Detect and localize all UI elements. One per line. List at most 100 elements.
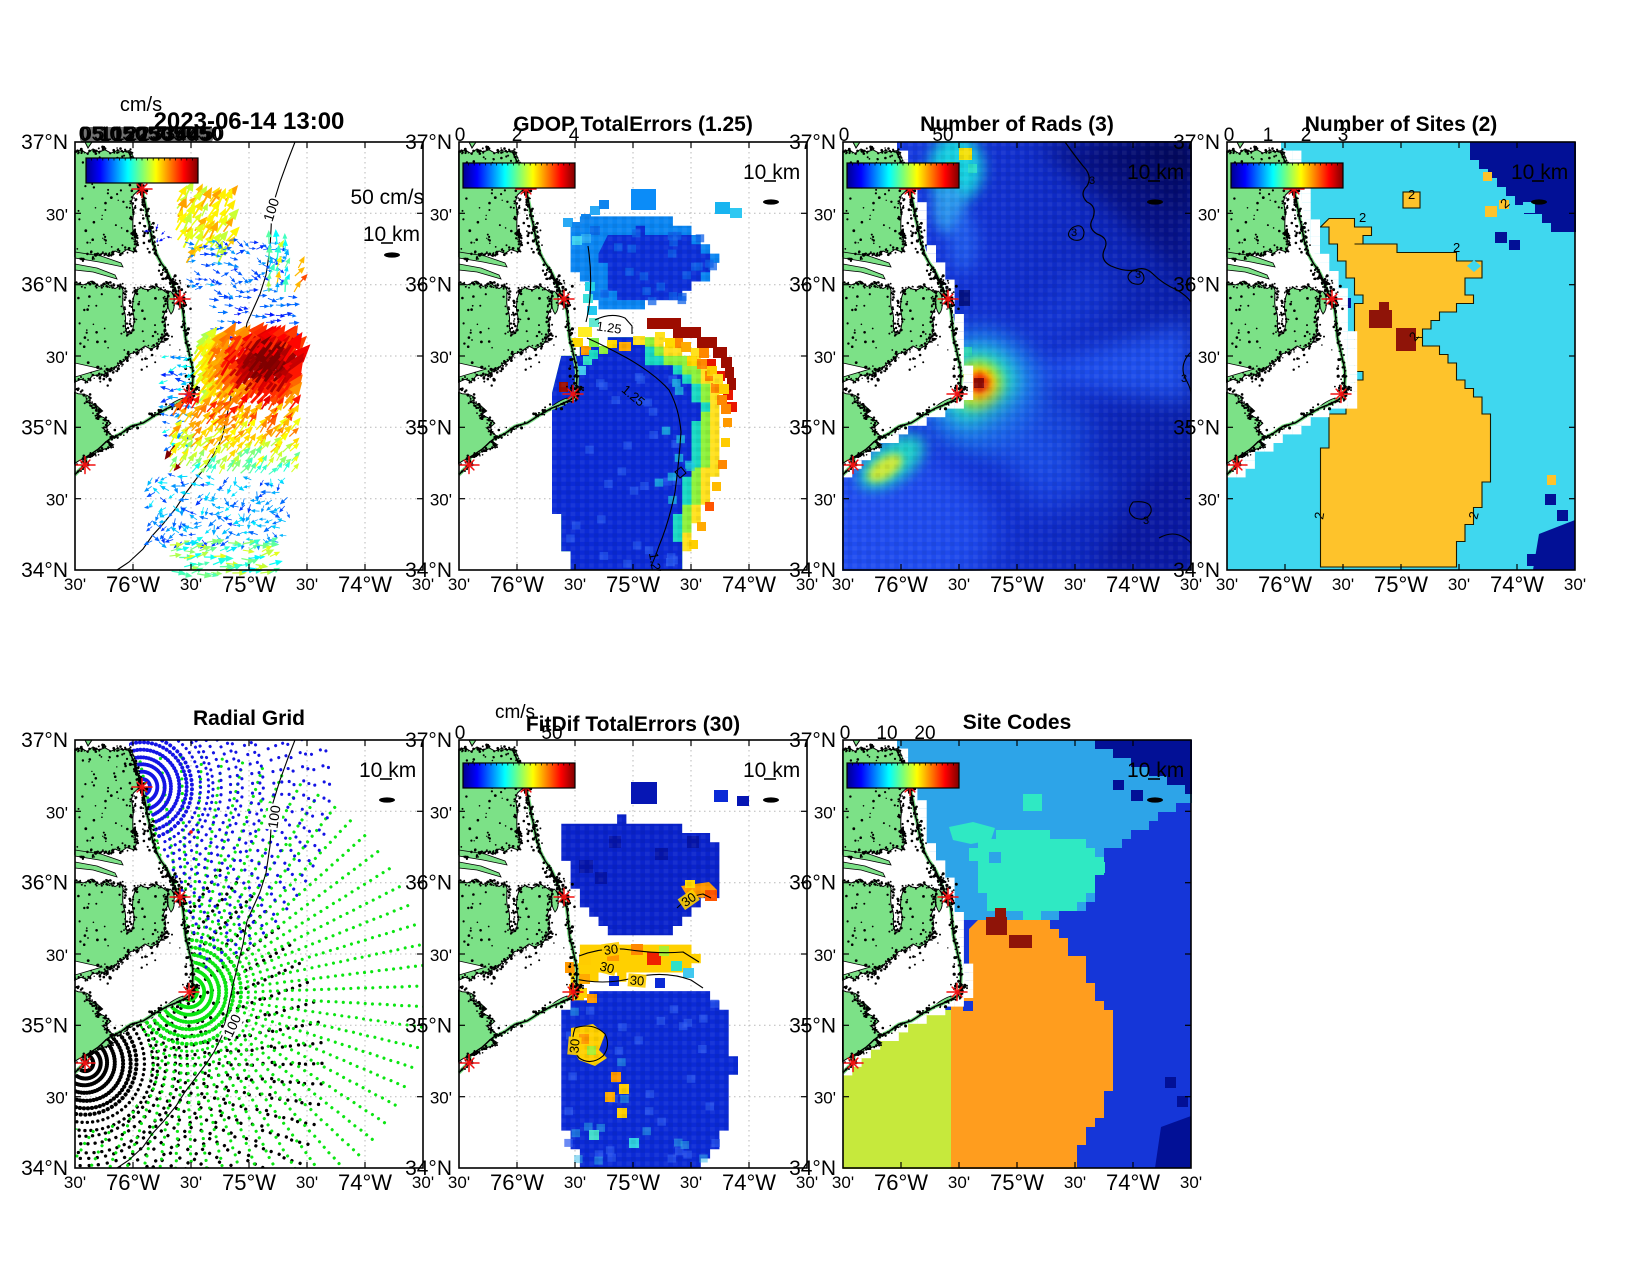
svg-text:37°N: 37°N — [1173, 131, 1220, 154]
svg-text:100: 100 — [264, 804, 283, 830]
svg-text:30': 30' — [430, 1089, 452, 1108]
svg-text:2: 2 — [1359, 210, 1366, 225]
svg-text:40: 40 — [176, 125, 197, 146]
svg-text:37°N: 37°N — [789, 131, 836, 154]
svg-text:76°W: 76°W — [874, 572, 928, 597]
svg-text:10 km: 10 km — [1511, 161, 1568, 184]
svg-text:30': 30' — [1448, 575, 1470, 594]
svg-text:10: 10 — [99, 124, 120, 145]
svg-text:2: 2 — [1408, 187, 1415, 202]
svg-text:100: 100 — [260, 196, 283, 223]
svg-text:30: 30 — [629, 972, 645, 988]
svg-text:74°W: 74°W — [338, 1170, 392, 1195]
svg-text:30': 30' — [180, 575, 202, 594]
svg-text:34°N: 34°N — [1173, 559, 1220, 582]
svg-text:0: 0 — [839, 125, 850, 146]
svg-text:30': 30' — [680, 1173, 702, 1192]
svg-text:35°N: 35°N — [789, 1014, 836, 1037]
svg-text:76°W: 76°W — [106, 572, 160, 597]
svg-text:36°N: 36°N — [789, 274, 836, 297]
svg-text:30': 30' — [680, 575, 702, 594]
svg-text:30': 30' — [46, 803, 68, 822]
svg-text:30': 30' — [1332, 575, 1354, 594]
svg-text:30': 30' — [430, 348, 452, 367]
svg-text:30': 30' — [814, 348, 836, 367]
svg-text:30': 30' — [814, 803, 836, 822]
svg-text:30': 30' — [430, 205, 452, 224]
svg-text:35°N: 35°N — [405, 416, 452, 439]
svg-text:30': 30' — [430, 491, 452, 510]
svg-text:30': 30' — [430, 803, 452, 822]
svg-text:10: 10 — [876, 723, 897, 744]
svg-text:35°N: 35°N — [789, 416, 836, 439]
svg-text:37°N: 37°N — [405, 131, 452, 154]
svg-text:75°W: 75°W — [1374, 572, 1428, 597]
svg-text:36°N: 36°N — [405, 274, 452, 297]
svg-text:0: 0 — [840, 723, 851, 744]
svg-text:30': 30' — [796, 575, 818, 594]
svg-text:30': 30' — [296, 1173, 318, 1192]
svg-text:76°W: 76°W — [490, 572, 544, 597]
svg-text:1.25: 1.25 — [595, 318, 622, 336]
svg-text:30': 30' — [448, 1173, 470, 1192]
svg-text:50: 50 — [541, 723, 562, 744]
svg-text:3: 3 — [1338, 125, 1349, 146]
svg-text:0: 0 — [455, 125, 466, 146]
svg-text:10 km: 10 km — [359, 759, 416, 782]
svg-text:3: 3 — [1181, 373, 1187, 385]
svg-text:75°W: 75°W — [990, 572, 1044, 597]
svg-text:34°N: 34°N — [21, 1157, 68, 1180]
svg-text:30': 30' — [1064, 1173, 1086, 1192]
svg-text:30': 30' — [64, 575, 86, 594]
svg-text:0: 0 — [455, 723, 466, 744]
svg-text:30': 30' — [448, 575, 470, 594]
svg-text:10 km: 10 km — [743, 759, 800, 782]
svg-text:25: 25 — [137, 124, 158, 145]
svg-text:37°N: 37°N — [405, 729, 452, 752]
svg-text:35°N: 35°N — [1173, 416, 1220, 439]
svg-text:35: 35 — [163, 125, 184, 146]
svg-text:30': 30' — [46, 946, 68, 965]
svg-text:30': 30' — [814, 205, 836, 224]
svg-text:0: 0 — [79, 124, 90, 145]
svg-text:30': 30' — [64, 1173, 86, 1192]
svg-text:30': 30' — [1564, 575, 1586, 594]
svg-text:40: 40 — [178, 124, 199, 145]
svg-text:74°W: 74°W — [722, 572, 776, 597]
svg-text:3: 3 — [1135, 269, 1141, 281]
svg-text:3: 3 — [1071, 227, 1077, 239]
svg-text:30': 30' — [1064, 575, 1086, 594]
svg-text:30': 30' — [948, 1173, 970, 1192]
svg-text:36°N: 36°N — [789, 872, 836, 895]
svg-text:30': 30' — [46, 348, 68, 367]
svg-text:20: 20 — [127, 124, 148, 145]
svg-text:20: 20 — [125, 125, 146, 146]
svg-text:50: 50 — [200, 124, 221, 145]
svg-text:35°N: 35°N — [21, 1014, 68, 1037]
svg-text:50: 50 — [201, 125, 222, 146]
svg-text:35°N: 35°N — [405, 1014, 452, 1037]
svg-text:35: 35 — [162, 124, 183, 145]
svg-text:1: 1 — [1263, 125, 1274, 146]
svg-text:5: 5 — [94, 124, 105, 145]
svg-text:FitDif TotalErrors (30): FitDif TotalErrors (30) — [526, 713, 740, 736]
svg-text:10 km: 10 km — [743, 161, 800, 184]
svg-text:34°N: 34°N — [789, 559, 836, 582]
svg-text:30: 30 — [678, 889, 698, 910]
svg-text:30: 30 — [150, 124, 171, 145]
svg-text:5: 5 — [91, 124, 102, 145]
svg-text:Site Codes: Site Codes — [963, 711, 1072, 734]
svg-text:30': 30' — [814, 946, 836, 965]
svg-text:30': 30' — [832, 575, 854, 594]
svg-text:76°W: 76°W — [1258, 572, 1312, 597]
svg-text:34°N: 34°N — [789, 1157, 836, 1180]
svg-text:30': 30' — [796, 1173, 818, 1192]
svg-text:2: 2 — [1453, 240, 1460, 255]
svg-text:30': 30' — [46, 205, 68, 224]
svg-text:36°N: 36°N — [405, 872, 452, 895]
svg-text:4: 4 — [569, 125, 580, 146]
svg-text:10: 10 — [100, 125, 121, 146]
svg-text:30: 30 — [598, 958, 616, 976]
svg-text:37°N: 37°N — [21, 131, 68, 154]
svg-text:75°W: 75°W — [606, 1170, 660, 1195]
